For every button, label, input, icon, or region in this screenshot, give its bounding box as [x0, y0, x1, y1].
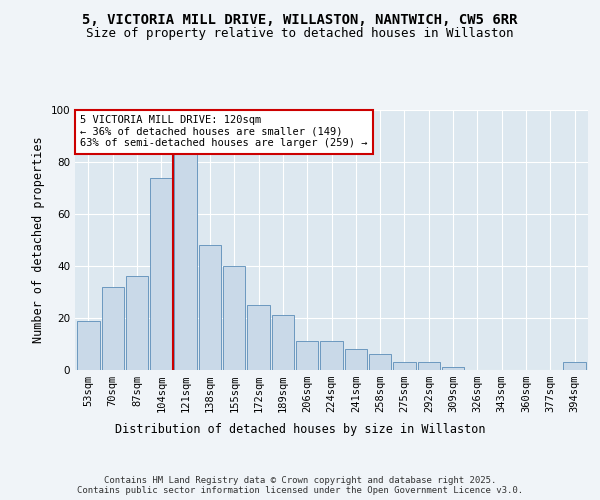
Bar [320, 342, 343, 370]
Text: 5 VICTORIA MILL DRIVE: 120sqm
← 36% of detached houses are smaller (149)
63% of : 5 VICTORIA MILL DRIVE: 120sqm ← 36% of d… [80, 115, 368, 148]
Bar [393, 362, 416, 370]
Bar [563, 362, 586, 370]
Bar [77, 320, 100, 370]
Text: 5, VICTORIA MILL DRIVE, WILLASTON, NANTWICH, CW5 6RR: 5, VICTORIA MILL DRIVE, WILLASTON, NANTW… [82, 12, 518, 26]
Bar [150, 178, 172, 370]
Bar [247, 305, 270, 370]
Bar [296, 342, 319, 370]
Bar [272, 316, 294, 370]
Y-axis label: Number of detached properties: Number of detached properties [32, 136, 45, 344]
Bar [223, 266, 245, 370]
Text: Contains HM Land Registry data © Crown copyright and database right 2025.
Contai: Contains HM Land Registry data © Crown c… [77, 476, 523, 495]
Bar [175, 152, 197, 370]
Bar [418, 362, 440, 370]
Text: Size of property relative to detached houses in Willaston: Size of property relative to detached ho… [86, 28, 514, 40]
Bar [369, 354, 391, 370]
Text: Distribution of detached houses by size in Willaston: Distribution of detached houses by size … [115, 422, 485, 436]
Bar [442, 368, 464, 370]
Bar [101, 287, 124, 370]
Bar [344, 349, 367, 370]
Bar [199, 245, 221, 370]
Bar [126, 276, 148, 370]
